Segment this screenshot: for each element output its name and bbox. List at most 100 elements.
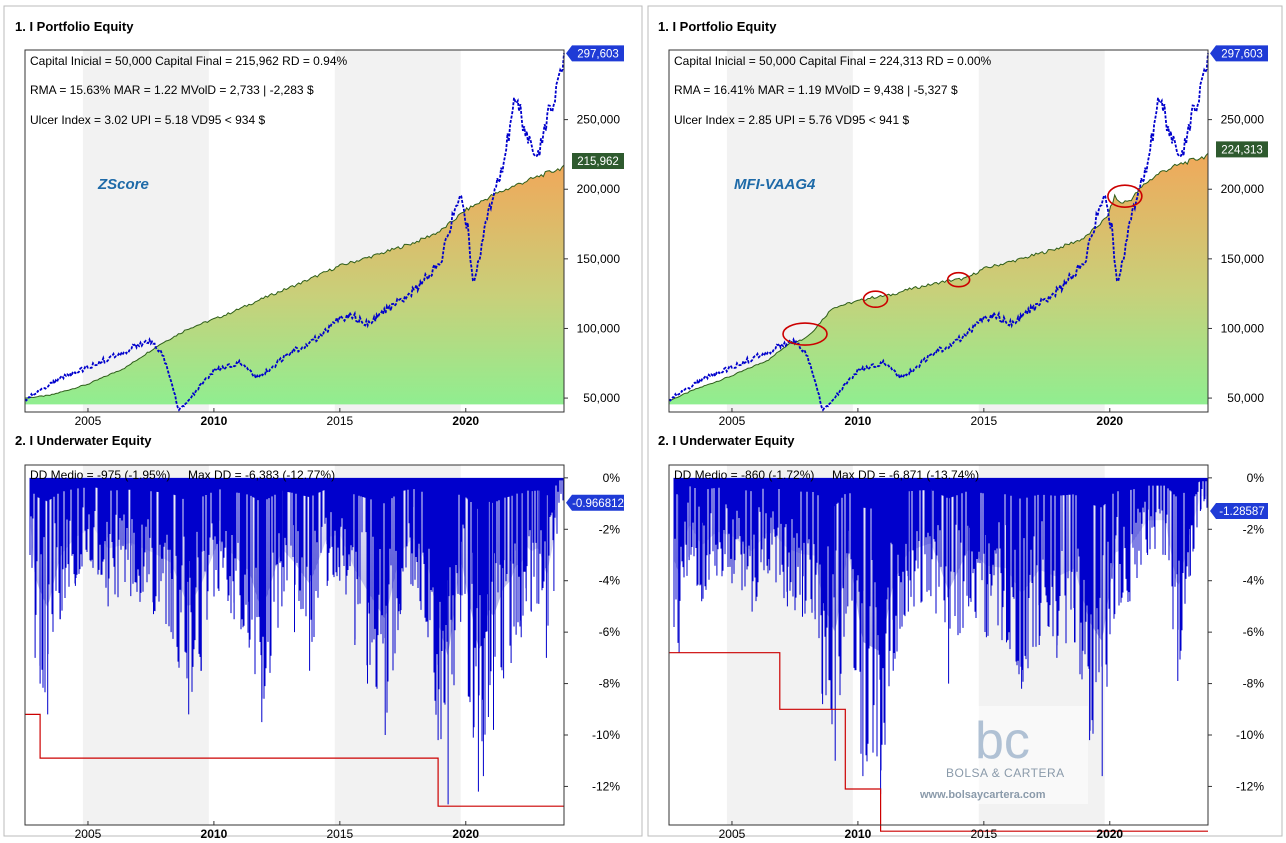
left-equity-chart: 2005 2010 2015 2020 50,000 100,000 150,000 200,… bbox=[24, 45, 624, 428]
left-dd-y-tick-3: -6% bbox=[599, 625, 621, 639]
right-eq-plot-border bbox=[668, 49, 1209, 413]
right-dd-y-tick-5: -10% bbox=[1236, 728, 1264, 742]
left-dd-y-tick-1: -2% bbox=[599, 522, 621, 536]
right-dd-last-label: -1.28587 bbox=[1210, 503, 1268, 520]
left-dd-stat-avg: DD Medio = -975 (-1.95%) bbox=[30, 468, 170, 482]
left-dd-x-tick-2015: 2015 bbox=[326, 827, 353, 841]
left-dd-maxdd-step bbox=[25, 713, 564, 807]
right-eq-last-benchmark-value: 297,603 bbox=[1221, 48, 1263, 60]
left-dd-x-tick-2005: 2005 bbox=[75, 827, 102, 841]
right-eq-equity-line bbox=[668, 152, 1209, 402]
right-dd-x-tick-2020: 2020 bbox=[1096, 827, 1123, 841]
left-eq-equity-line bbox=[25, 164, 565, 399]
right-dd-last-label-bg bbox=[1210, 503, 1268, 520]
right-dd-plot-border bbox=[668, 464, 1209, 826]
right-eq-benchmark-line bbox=[668, 53, 1209, 412]
left-eq-equity-area bbox=[25, 164, 564, 405]
right-eq-last-benchmark-label-bg bbox=[1210, 45, 1268, 62]
right-dd-x-tick-2015: 2015 bbox=[970, 827, 997, 841]
left-stat-line-1: Capital Inicial = 50,000 Capital Final =… bbox=[30, 54, 348, 68]
left-eq-last-benchmark-label: 297,603 bbox=[566, 45, 624, 62]
right-equity-title: 1. I Portfolio Equity bbox=[658, 19, 777, 34]
right-eq-highlight-circle-2 bbox=[946, 271, 971, 288]
left-dd-y-tick-6: -12% bbox=[592, 779, 620, 793]
right-dd-drawdown-spikes bbox=[673, 477, 1208, 795]
right-eq-highlight-circle-1 bbox=[862, 290, 889, 309]
left-dd-drawdown-spikes bbox=[29, 477, 564, 805]
left-eq-y-tick-1: 100,000 bbox=[577, 321, 621, 335]
right-stat-line-3: Ulcer Index = 2.85 UPI = 5.76 VD95 < 941… bbox=[674, 113, 909, 127]
left-eq-last-equity-label: 215,962 bbox=[572, 153, 624, 170]
right-dd-y-tick-4: -8% bbox=[1243, 677, 1265, 691]
left-underwater-title: 2. I Underwater Equity bbox=[15, 433, 152, 448]
left-dd-stat-max: Max DD = -6,383 (-12.77%) bbox=[188, 468, 335, 482]
right-dd-y-tick-1: -2% bbox=[1243, 522, 1265, 536]
right-system-label: MFI-VAAG4 bbox=[734, 176, 816, 193]
left-dd-plot-border bbox=[24, 464, 565, 826]
right-dd-y-tick-3: -6% bbox=[1243, 625, 1265, 639]
right-eq-last-equity-label-bg bbox=[1216, 141, 1268, 158]
right-eq-highlight-circle-3 bbox=[1107, 184, 1143, 208]
right-eq-y-tick-0: 50,000 bbox=[1227, 391, 1264, 405]
right-eq-last-equity-label: 224,313 bbox=[1216, 141, 1268, 158]
left-eq-x-tick-2015: 2015 bbox=[326, 414, 353, 428]
right-eq-x-tick-2015: 2015 bbox=[970, 414, 997, 428]
left-dd-y-tick-5: -10% bbox=[592, 728, 620, 742]
left-dd-last-label: -0.966812 bbox=[566, 494, 624, 511]
right-dd-stat-avg: DD Medio = -860 (-1.72%) bbox=[674, 468, 814, 482]
left-stat-line-3: Ulcer Index = 3.02 UPI = 5.18 VD95 < 934… bbox=[30, 113, 265, 127]
left-dd-y-tick-0: 0% bbox=[603, 471, 621, 485]
watermark-line1: BOLSA & CARTERA bbox=[946, 766, 1065, 780]
left-eq-y-tick-2: 150,000 bbox=[577, 252, 621, 266]
left-eq-x-tick-2005: 2005 bbox=[75, 414, 102, 428]
right-eq-y-tick-4: 250,000 bbox=[1221, 113, 1265, 127]
left-dd-y-tick-2: -4% bbox=[599, 574, 621, 588]
right-dd-y-tick-2: -4% bbox=[1243, 574, 1265, 588]
left-eq-last-benchmark-label-bg bbox=[566, 45, 624, 62]
right-eq-y-tick-2: 150,000 bbox=[1221, 252, 1265, 266]
right-stat-line-2: RMA = 16.41% MAR = 1.19 MVolD = 9,438 | … bbox=[674, 83, 958, 97]
left-eq-last-equity-value: 215,962 bbox=[577, 156, 619, 168]
right-equity-chart: 2005 2010 2015 2020 50,000 100,000 150,000 200,… bbox=[668, 45, 1268, 428]
right-dd-x-tick-2005: 2005 bbox=[719, 827, 746, 841]
right-eq-last-equity-value: 224,313 bbox=[1221, 144, 1263, 156]
right-eq-x-tick-2005: 2005 bbox=[719, 414, 746, 428]
left-eq-y-tick-3: 200,000 bbox=[577, 182, 621, 196]
right-eq-equity-area bbox=[669, 153, 1208, 405]
left-underwater-chart: 2005 2010 2015 2020 0% -2% -4% -6% -8% -10% -12% -0… bbox=[24, 464, 624, 841]
left-eq-x-tick-2010: 2010 bbox=[201, 414, 228, 428]
watermark: bc BOLSA & CARTERA www.bolsaycartera.com bbox=[912, 706, 1088, 804]
right-dd-last-label-value: -1.28587 bbox=[1219, 506, 1264, 518]
right-dd-y-tick-0: 0% bbox=[1247, 471, 1265, 485]
left-stat-line-2: RMA = 15.63% MAR = 1.22 MVolD = 2,733 | … bbox=[30, 83, 314, 97]
left-dd-x-tick-2010: 2010 bbox=[201, 827, 228, 841]
left-dd-last-label-value: -0.966812 bbox=[572, 498, 624, 510]
left-eq-x-tick-2020: 2020 bbox=[452, 414, 479, 428]
left-eq-y-tick-4: 250,000 bbox=[577, 113, 621, 127]
left-eq-y-tick-0: 50,000 bbox=[583, 391, 620, 405]
right-stat-line-1: Capital Inicial = 50,000 Capital Final =… bbox=[674, 54, 992, 68]
left-dd-y-tick-4: -8% bbox=[599, 677, 621, 691]
watermark-logo: bc bbox=[975, 712, 1030, 770]
left-dd-x-tick-2020: 2020 bbox=[452, 827, 479, 841]
right-eq-highlight-circle-0 bbox=[782, 322, 828, 346]
right-eq-x-tick-2020: 2020 bbox=[1096, 414, 1123, 428]
right-eq-last-benchmark-label: 297,603 bbox=[1210, 45, 1268, 62]
left-eq-plot-border bbox=[24, 49, 565, 413]
left-eq-benchmark-line bbox=[24, 53, 565, 412]
right-eq-y-tick-1: 100,000 bbox=[1221, 321, 1265, 335]
right-dd-y-tick-6: -12% bbox=[1236, 779, 1264, 793]
right-dd-stat-max: Max DD = -6,871 (-13.74%) bbox=[832, 468, 979, 482]
right-underwater-chart: 2005 2010 2015 2020 0% -2% -4% -6% -8% -10% -12% -1… bbox=[668, 464, 1268, 841]
watermark-line2: www.bolsaycartera.com bbox=[919, 789, 1046, 801]
right-underwater-title: 2. I Underwater Equity bbox=[658, 433, 795, 448]
left-eq-last-benchmark-value: 297,603 bbox=[577, 48, 619, 60]
right-eq-x-tick-2010: 2010 bbox=[845, 414, 872, 428]
left-system-label: ZScore bbox=[97, 176, 149, 193]
right-dd-maxdd-step bbox=[669, 652, 1208, 832]
left-eq-last-equity-label-bg bbox=[572, 153, 624, 170]
left-dd-last-label-bg bbox=[566, 494, 624, 511]
right-dd-x-tick-2010: 2010 bbox=[845, 827, 872, 841]
left-equity-title: 1. I Portfolio Equity bbox=[15, 19, 134, 34]
